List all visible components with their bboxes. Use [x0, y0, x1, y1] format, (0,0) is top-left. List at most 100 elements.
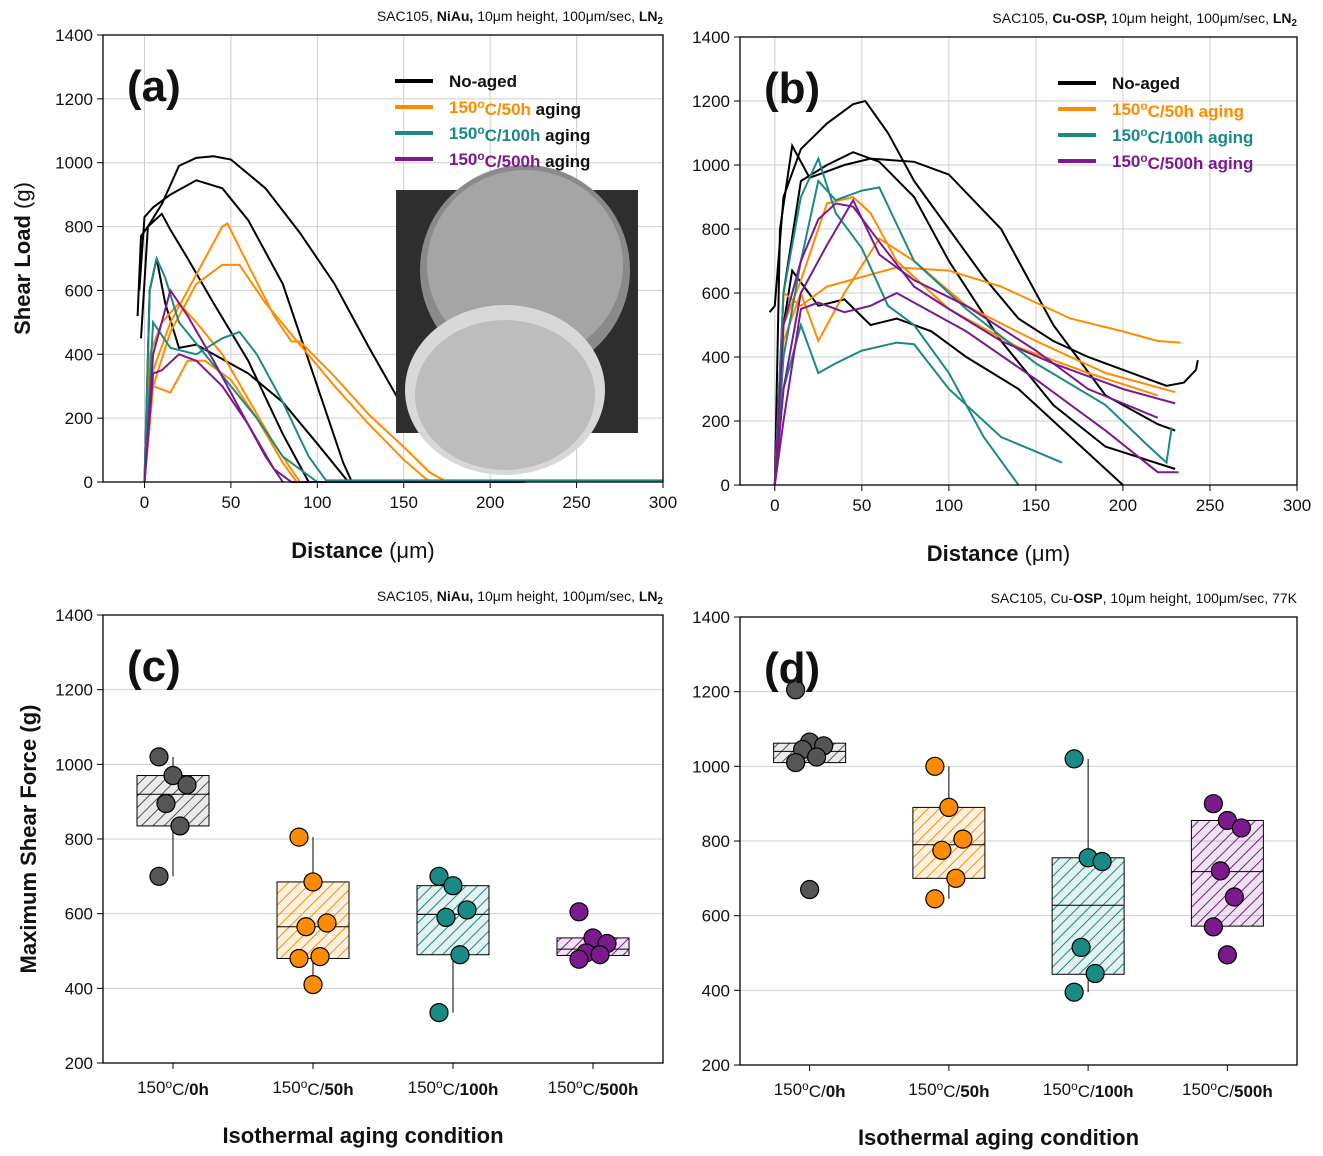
box — [912, 806, 986, 879]
chart-title-part: 10μm height, 100μm/sec, — [1107, 10, 1273, 26]
x-tick-label-part: 100h — [1095, 1082, 1134, 1101]
curve — [143, 263, 431, 483]
x-tick-label-part: 150 — [137, 1078, 165, 1097]
point — [1231, 818, 1251, 838]
point — [1064, 982, 1084, 1002]
y-tick-label: 1400 — [692, 28, 730, 47]
chart-title-part: SAC105, Cu- — [991, 590, 1074, 606]
x-tick-label-part: C/ — [809, 1082, 826, 1101]
x-tick-label-part: 150 — [774, 1080, 802, 1099]
x-axis-title-part: Distance — [927, 541, 1019, 566]
chart-title: SAC105, NiAu, 10μm height, 100μm/sec, LN… — [377, 8, 664, 27]
point — [953, 829, 973, 849]
point — [800, 879, 820, 900]
x-tick-label-part: C/ — [943, 1082, 960, 1101]
y-tick-label: 0 — [721, 476, 730, 495]
point — [939, 797, 959, 818]
point — [1217, 945, 1237, 965]
y-tick-label: 1200 — [692, 683, 730, 702]
x-tick-label: 150oC/500h — [1182, 1079, 1273, 1101]
x-tick-label: 300 — [649, 493, 677, 512]
curve — [143, 359, 298, 483]
legend-label-part: aging — [1194, 102, 1244, 121]
x-axis-title: Distance (μm) — [291, 538, 435, 563]
curve — [773, 268, 1124, 486]
y-tick-label: 600 — [65, 905, 93, 924]
chart-title-part: LN — [1273, 10, 1292, 26]
y-tick-label: 1400 — [55, 606, 93, 625]
point — [590, 945, 610, 965]
y-tick-label: 1000 — [55, 755, 93, 774]
point — [925, 756, 945, 776]
x-tick-label: 150 — [390, 493, 418, 512]
chart-title: SAC105, Cu-OSP, 10μm height, 100μm/sec, … — [991, 590, 1298, 606]
x-tick-label-part: o — [1210, 1079, 1217, 1093]
point — [163, 765, 183, 786]
point — [457, 900, 477, 920]
curve — [143, 255, 318, 483]
point — [1085, 963, 1105, 984]
point — [149, 866, 169, 886]
chart-title: SAC105, NiAu, 10μm height, 100μm/sec, LN… — [377, 588, 664, 607]
point — [1203, 794, 1223, 814]
x-tick-label-part: o — [937, 1079, 944, 1093]
chart-title-part: Cu-OSP, — [1052, 10, 1107, 26]
curve — [143, 319, 663, 483]
panel: 0 200 400 600 800 1000 1200 1400 0 50 100 150 200 250… — [10, 8, 677, 563]
chart-title-part: NiAu, — [437, 8, 474, 24]
legend-label-part: o — [1140, 99, 1147, 113]
x-tick-label: 200 — [1109, 496, 1137, 515]
y-tick-label: 0 — [84, 473, 93, 492]
y-tick-label: 1200 — [55, 681, 93, 700]
y-tick-label: 200 — [702, 412, 730, 431]
chart-title-part: 2 — [658, 16, 664, 27]
legend-label-part: aging — [540, 152, 590, 171]
y-tick-label: 400 — [65, 979, 93, 998]
chart-title-part: SAC105, — [377, 8, 437, 24]
x-tick-label-part: 0h — [826, 1082, 846, 1101]
curve — [138, 179, 353, 483]
x-tick-label: 150oC/50h — [908, 1079, 989, 1101]
x-tick-label: 150 — [1022, 496, 1050, 515]
x-tick-label: 50 — [221, 493, 240, 512]
curve — [773, 155, 1020, 486]
point — [436, 907, 456, 928]
x-tick-label-part: o — [1071, 1079, 1078, 1093]
x-tick-label: 100 — [935, 496, 963, 515]
curve — [768, 99, 1199, 387]
curve — [773, 198, 1159, 486]
legend-label-part: o — [1140, 151, 1147, 165]
x-tick-label-part: 100h — [460, 1080, 499, 1099]
chart-title-part: 2 — [658, 596, 664, 607]
x-tick-label-part: C/ — [1078, 1082, 1095, 1101]
box — [1051, 857, 1125, 975]
legend-label-part: 150 — [1112, 126, 1140, 145]
y-tick-label: 200 — [702, 1056, 730, 1075]
x-axis-title: Isothermal aging condition — [222, 1123, 503, 1148]
chart-title-part: NiAu, — [437, 588, 474, 604]
point — [1210, 861, 1230, 881]
inset-image — [396, 165, 638, 475]
y-tick-label: 1200 — [55, 90, 93, 109]
x-tick-label: 50 — [852, 496, 871, 515]
y-tick-label: 1200 — [692, 92, 730, 111]
x-tick-label-part: C/ — [583, 1080, 600, 1099]
x-tick-label: 200 — [476, 493, 504, 512]
x-tick-label-part: C/ — [307, 1080, 324, 1099]
x-tick-label-part: o — [301, 1077, 308, 1091]
y-tick-label: 600 — [702, 284, 730, 303]
curve — [140, 212, 310, 483]
point — [289, 948, 309, 969]
y-tick-label: 600 — [65, 281, 93, 300]
point — [807, 747, 827, 767]
y-tick-label: 200 — [65, 1054, 93, 1073]
x-tick-label-part: 500h — [600, 1080, 639, 1099]
legend-label-part: 150 — [1112, 100, 1140, 119]
y-tick-label: 1000 — [692, 156, 730, 175]
x-tick-label-part: 50h — [960, 1082, 989, 1101]
point — [303, 974, 323, 995]
x-tick-label-part: o — [436, 1077, 443, 1091]
point — [429, 866, 449, 886]
x-tick-label: 0 — [770, 496, 779, 515]
